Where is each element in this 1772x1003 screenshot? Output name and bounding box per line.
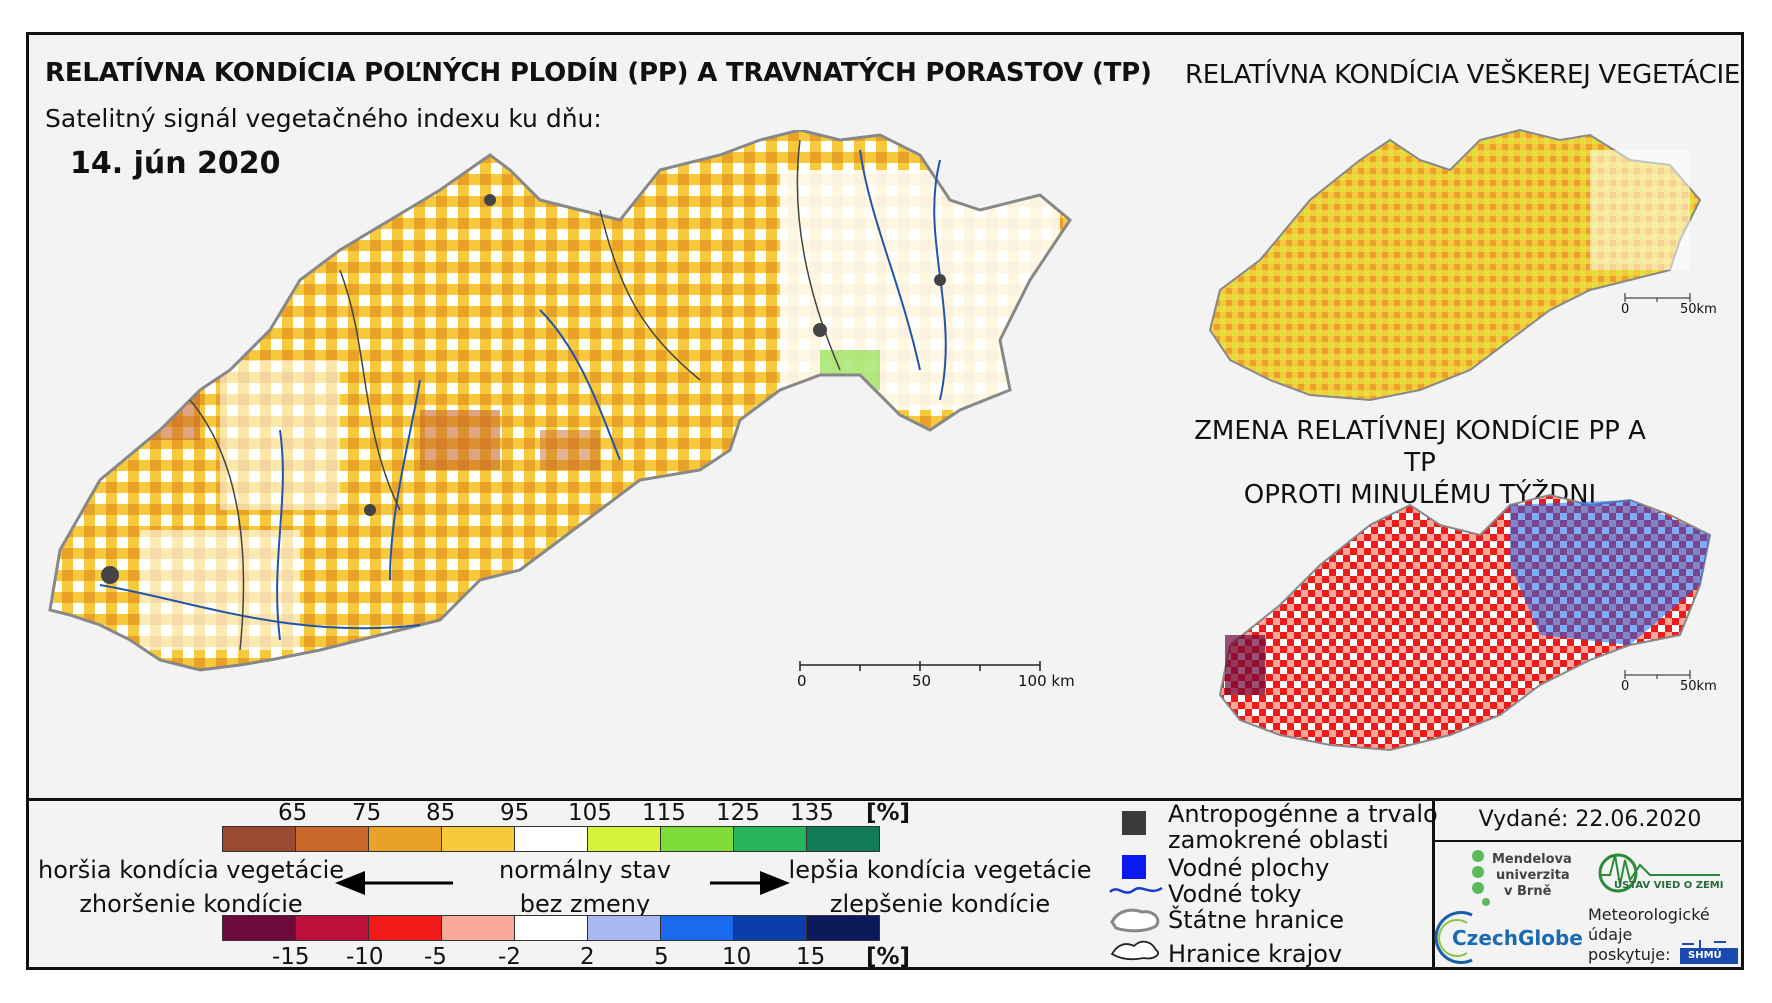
change-scale-label-0: 0 xyxy=(1621,679,1630,694)
veg-scale-bar xyxy=(1624,293,1691,302)
change-swatch-8 xyxy=(806,915,880,941)
left-arrow-icon xyxy=(335,871,453,895)
legend-separator xyxy=(26,798,1744,801)
ustav-logo-icon xyxy=(1598,853,1720,893)
water-area-swatch xyxy=(1122,855,1146,879)
anthropogenic-swatch xyxy=(1122,811,1146,835)
vegetation-title: RELATÍVNA KONDÍCIA VEŠKEREJ VEGETÁCIE xyxy=(1185,60,1741,90)
better-label-1: lepšia kondícia vegetácie xyxy=(788,856,1092,884)
better-label-2: zlepšenie kondície xyxy=(829,890,1051,918)
chg-tick-2: 2 xyxy=(580,944,595,970)
change-swatch-3 xyxy=(441,915,515,941)
mendel-text-1: Mendelova xyxy=(1492,852,1572,867)
urban-areas xyxy=(101,194,946,584)
cond-tick-65: 65 xyxy=(278,800,308,826)
cond-tick-95: 95 xyxy=(500,800,530,826)
czechglobe-logo-icon xyxy=(1434,911,1473,964)
main-title: RELATÍVNA KONDÍCIA POĽNÝCH PLODÍN (PP) A… xyxy=(45,58,1152,88)
condition-swatch-7 xyxy=(733,826,807,852)
region-borders xyxy=(189,139,841,651)
legend-horizontal-divider xyxy=(1432,840,1744,842)
change-scale-bar xyxy=(1624,670,1691,679)
subtitle: Satelitný signál vegetačného indexu ku d… xyxy=(45,104,602,133)
state-border xyxy=(48,130,1072,672)
region-border-icon xyxy=(1110,940,1159,961)
scale-label-0: 0 xyxy=(797,672,807,690)
issued-date: Vydané: 22.06.2020 xyxy=(1478,807,1702,832)
shmu-logo-icon xyxy=(1680,940,1738,964)
scale-label-100: 100 km xyxy=(1018,672,1075,690)
change-swatch-0 xyxy=(222,915,296,941)
condition-swatch-2 xyxy=(368,826,442,852)
mendel-text-2: univerzita xyxy=(1496,868,1570,883)
change-swatch-1 xyxy=(295,915,369,941)
condition-swatch-6 xyxy=(660,826,734,852)
cond-tick-105: 105 xyxy=(568,800,612,826)
change-color-scale xyxy=(222,915,880,941)
legend-vertical-divider xyxy=(1432,798,1435,970)
mendel-text-3: v Brně xyxy=(1504,884,1552,899)
water-areas-label: Vodné plochy xyxy=(1168,854,1330,882)
normal-label-1: normálny stav xyxy=(499,856,671,884)
cond-unit: [%] xyxy=(866,800,911,826)
shmu-text: SHMÚ xyxy=(1688,950,1722,961)
veg-scale-label-0: 0 xyxy=(1621,302,1630,317)
chg-tick-m5: -5 xyxy=(424,944,447,970)
change-swatch-7 xyxy=(733,915,807,941)
cond-tick-85: 85 xyxy=(426,800,456,826)
veg-scale-label-50: 50km xyxy=(1680,302,1717,317)
meteo-text: Meteorologické údaje poskytuje: xyxy=(1588,905,1710,964)
region-border-label: Hranice krajov xyxy=(1168,940,1343,968)
anthropogenic-label-2: zamokrené oblasti xyxy=(1168,826,1389,854)
condition-swatch-1 xyxy=(295,826,369,852)
chg-tick-m10: -10 xyxy=(346,944,384,970)
water-courses-label: Vodné toky xyxy=(1168,880,1302,908)
water-course-icon xyxy=(1109,886,1163,894)
main-map xyxy=(48,130,1072,672)
cond-tick-75: 75 xyxy=(352,800,382,826)
condition-swatch-4 xyxy=(514,826,588,852)
worse-label-1: horšia kondícia vegetácie xyxy=(37,856,345,884)
condition-color-scale xyxy=(222,826,880,852)
cond-tick-125: 125 xyxy=(716,800,760,826)
change-swatch-4 xyxy=(514,915,588,941)
condition-swatch-0 xyxy=(222,826,296,852)
chg-tick-10: 10 xyxy=(722,944,752,970)
condition-swatch-5 xyxy=(587,826,661,852)
chg-tick-m2: -2 xyxy=(498,944,521,970)
change-scale-label-50: 50km xyxy=(1680,679,1717,694)
change-swatch-2 xyxy=(368,915,442,941)
czechglobe-text: CzechGlobe xyxy=(1452,926,1583,950)
condition-swatch-8 xyxy=(806,826,880,852)
condition-swatch-3 xyxy=(441,826,515,852)
change-swatch-5 xyxy=(587,915,661,941)
chg-tick-5: 5 xyxy=(654,944,669,970)
right-arrow-icon xyxy=(710,871,790,895)
state-border-label: Štátne hranice xyxy=(1168,906,1344,934)
normal-label-2: bez zmeny xyxy=(519,890,651,918)
worse-label-2: zhoršenie kondície xyxy=(79,890,303,918)
cond-tick-135: 135 xyxy=(790,800,834,826)
state-border-icon xyxy=(1110,908,1160,933)
date-label: 14. jún 2020 xyxy=(70,146,281,181)
main-scale-bar xyxy=(799,661,1041,671)
change-map xyxy=(1218,493,1712,752)
chg-tick-15: 15 xyxy=(796,944,826,970)
scale-label-50: 50 xyxy=(912,672,932,690)
mendel-logo-icon xyxy=(1472,850,1490,906)
ustav-text: ÚSTAV VIED O ZEMI xyxy=(1614,880,1724,891)
change-swatch-6 xyxy=(660,915,734,941)
cond-tick-115: 115 xyxy=(642,800,686,826)
change-title: ZMENA RELATÍVNEJ KONDÍCIE PP A TP OPROTI… xyxy=(1194,416,1646,510)
chg-unit: [%] xyxy=(866,944,911,970)
vegetation-map xyxy=(1208,128,1702,402)
chg-tick-m15: -15 xyxy=(272,944,310,970)
anthropogenic-label-1: Antropogénne a trvalo xyxy=(1168,800,1438,828)
